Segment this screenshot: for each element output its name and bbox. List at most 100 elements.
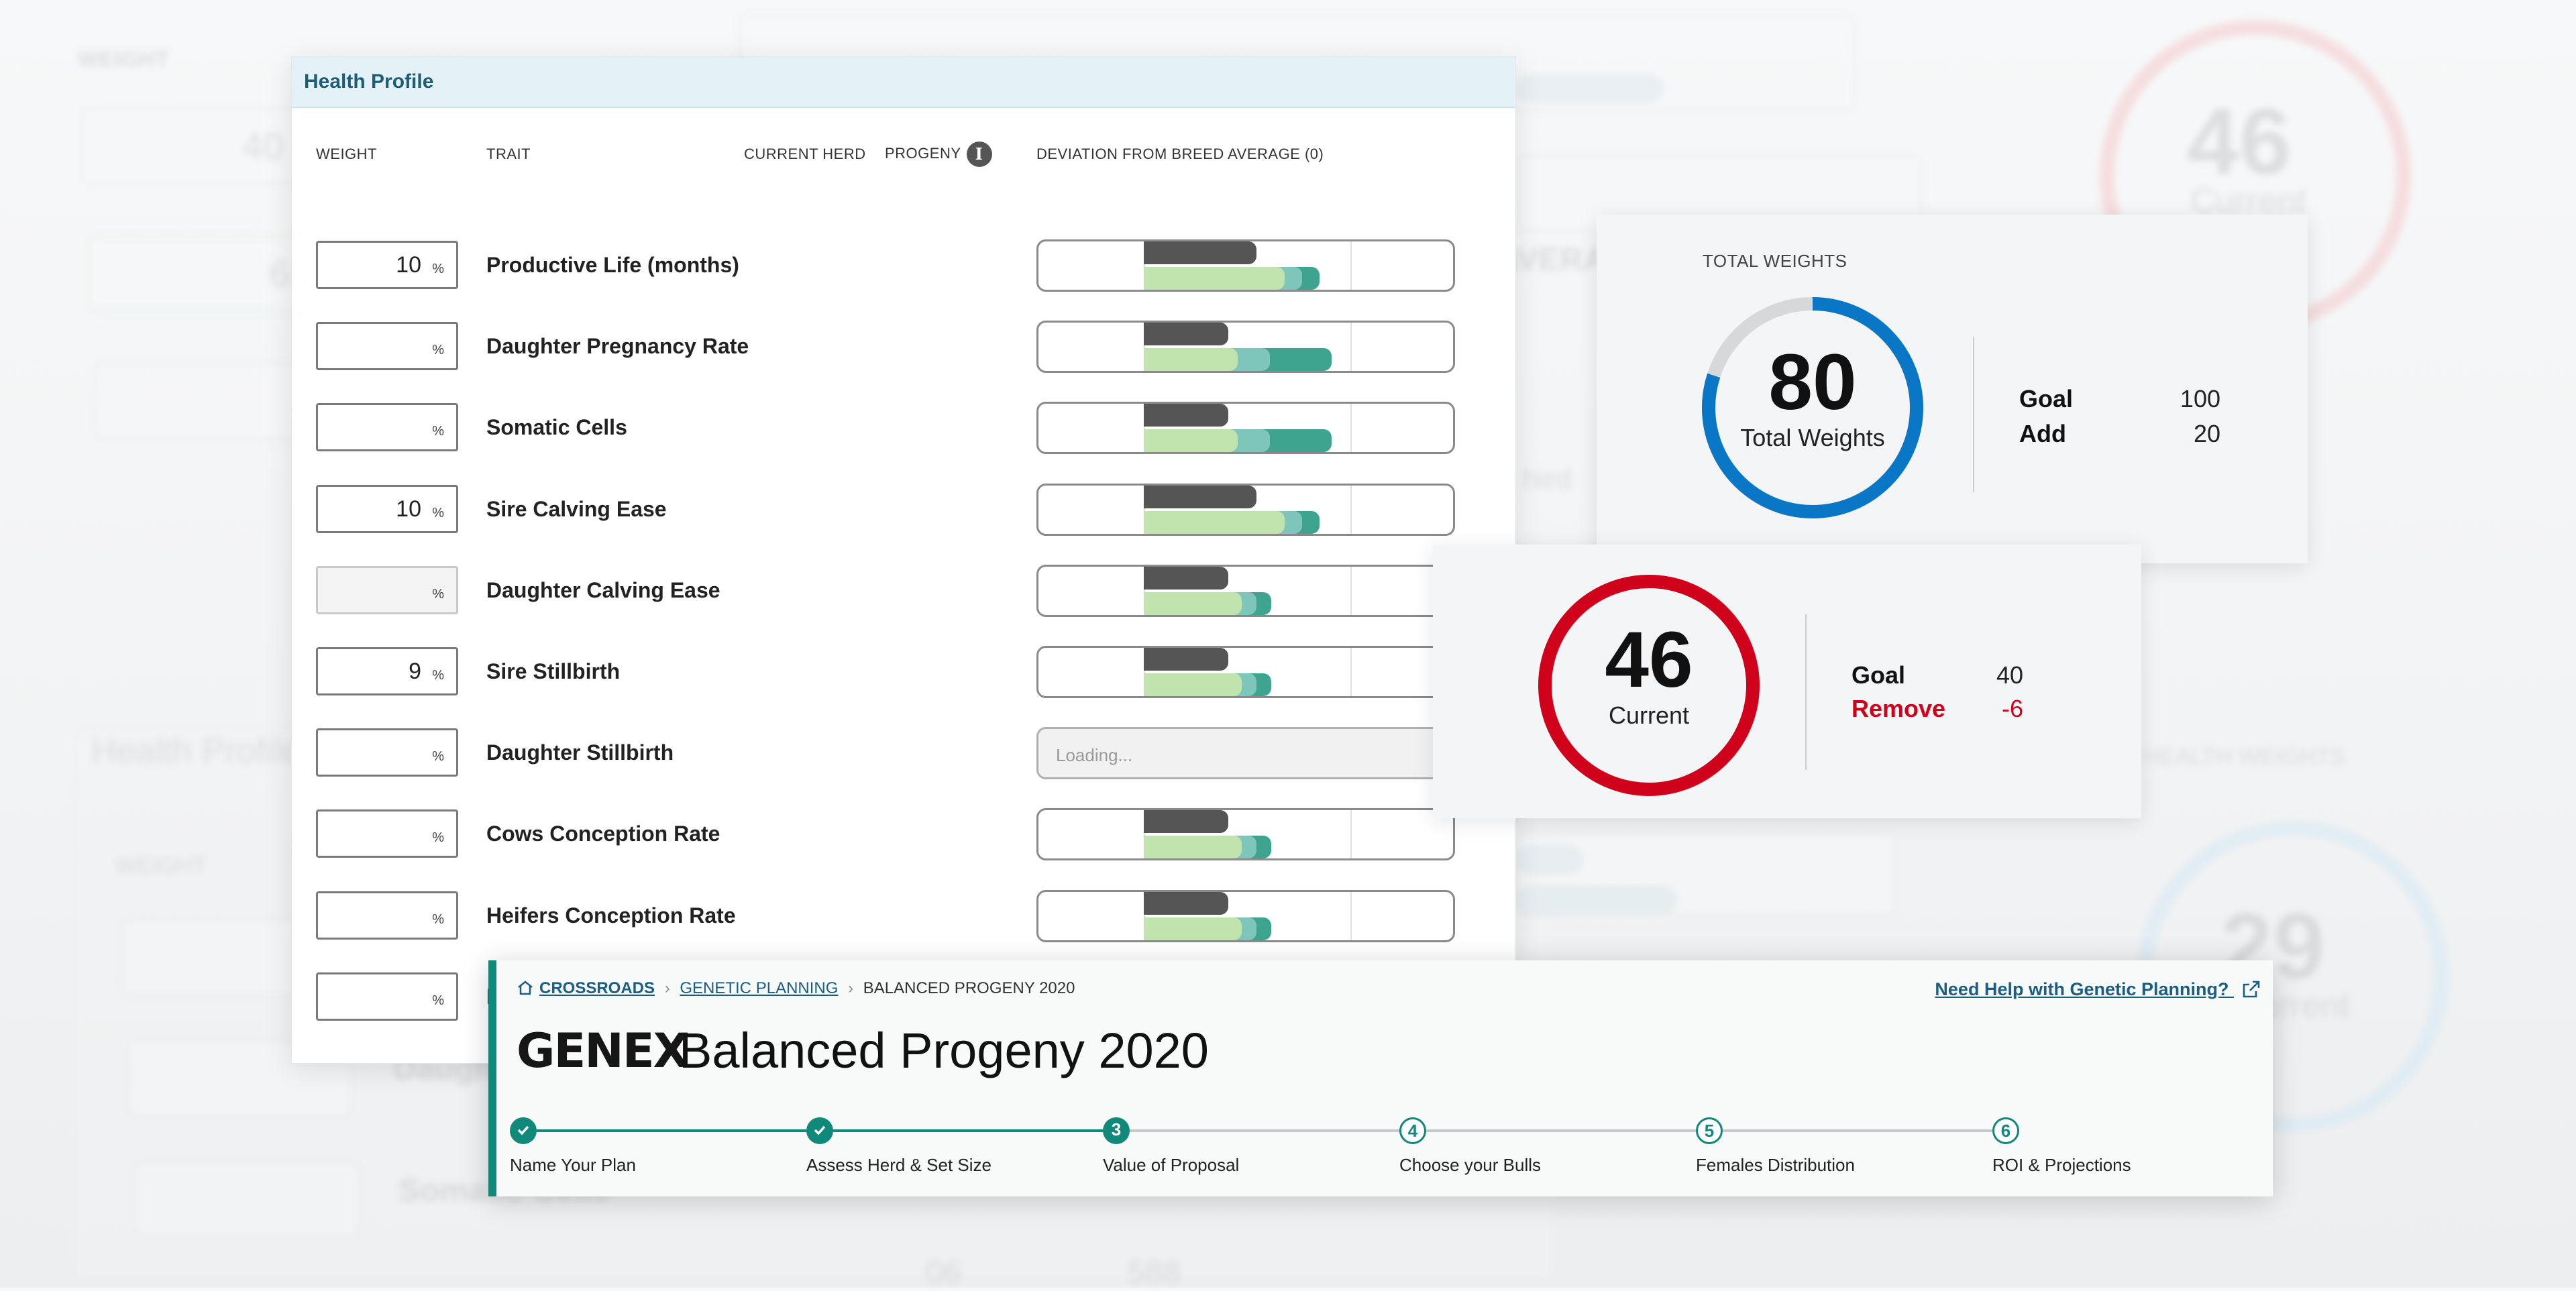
step-1-indicator[interactable] xyxy=(510,1117,537,1144)
trait-name: Daughter Calving Ease xyxy=(486,577,720,602)
current-goal-value: 40 xyxy=(1996,661,2023,689)
step-number: 6 xyxy=(2000,1121,2011,1141)
step-connector xyxy=(1426,1129,1696,1132)
progeny-bar xyxy=(1144,348,1238,372)
total-weights-divider xyxy=(1973,337,1974,492)
progeny-bar xyxy=(1144,429,1238,453)
trait-name: Sire Calving Ease xyxy=(486,496,667,521)
trait-name: Sire Stillbirth xyxy=(486,659,621,683)
step-connector xyxy=(1130,1129,1399,1132)
step-5-label[interactable]: Females Distribution xyxy=(1696,1155,1855,1175)
chevron-right-icon: › xyxy=(664,979,670,997)
deviation-chart xyxy=(1036,402,1455,455)
bg-bar-3 xyxy=(1516,885,1677,915)
current-card: 46 Current Goal 40 Remove -6 xyxy=(1433,545,2141,818)
herd-bar xyxy=(1144,241,1256,264)
step-2-label[interactable]: Assess Herd & Set Size xyxy=(806,1155,991,1175)
step-number: 4 xyxy=(1407,1121,1418,1141)
help-link-text[interactable]: Need Help with Genetic Planning? xyxy=(1935,979,2229,999)
percent-sign: % xyxy=(432,993,444,1008)
col-current-herd: CURRENT HERD xyxy=(744,146,866,162)
weight-input[interactable]: % xyxy=(316,891,458,940)
step-4-label[interactable]: Choose your Bulls xyxy=(1399,1155,1541,1175)
weight-input[interactable]: % xyxy=(316,809,458,858)
breadcrumb-crossroads[interactable]: CROSSROADS xyxy=(539,979,655,997)
weight-value[interactable]: 9 xyxy=(409,659,421,684)
weight-input[interactable]: % xyxy=(316,322,458,371)
info-icon[interactable]: i xyxy=(966,142,992,167)
plan-title: Balanced Progeny 2020 xyxy=(679,1023,1209,1078)
current-divider xyxy=(1805,614,1807,770)
progeny-bar xyxy=(1144,917,1242,940)
weight-input[interactable]: % xyxy=(316,728,458,777)
breadcrumb: CROSSROADS › GENETIC PLANNING › BALANCED… xyxy=(517,979,1075,998)
trait-name: Productive Life (months) xyxy=(486,253,739,277)
current-value: 46 xyxy=(1605,616,1693,704)
step-2-indicator[interactable] xyxy=(806,1117,833,1144)
percent-sign: % xyxy=(432,830,444,846)
total-weights-ring-progress xyxy=(1702,297,1923,518)
trait-row: %Cows Conception Rate5.4588 xyxy=(292,808,1515,916)
step-5-indicator[interactable]: 5 xyxy=(1696,1117,1723,1144)
help-link[interactable]: Need Help with Genetic Planning? xyxy=(1935,979,2261,1000)
chevron-right-icon: › xyxy=(848,979,854,997)
step-number: 5 xyxy=(1704,1121,1715,1141)
breadcrumb-genetic-planning[interactable]: GENETIC PLANNING xyxy=(680,979,839,997)
step-6-indicator[interactable]: 6 xyxy=(1992,1117,2019,1144)
progeny-bar xyxy=(1144,267,1285,290)
bg-weight-box: 40 xyxy=(80,107,326,185)
home-icon[interactable] xyxy=(517,980,534,996)
deviation-tick xyxy=(1144,404,1145,453)
deviation-tick xyxy=(1144,241,1145,290)
weight-input[interactable]: % xyxy=(316,565,458,614)
trait-row: %Somatic Cells2.8588 xyxy=(292,402,1515,510)
herd-bar xyxy=(1144,566,1228,590)
weight-value[interactable]: 10 xyxy=(396,252,421,278)
external-link-icon[interactable] xyxy=(2242,980,2261,999)
deviation-tick xyxy=(1350,323,1352,372)
herd-bar xyxy=(1144,404,1228,427)
bg-weight-value: 40 xyxy=(241,125,284,167)
bg-ring-top-value: 46 xyxy=(2187,89,2292,194)
step-3-indicator[interactable]: 3 xyxy=(1103,1117,1130,1144)
bg-bottom-a: 06 xyxy=(926,1255,962,1290)
trait-name: Cows Conception Rate xyxy=(486,822,720,846)
step-4-indicator[interactable]: 4 xyxy=(1399,1117,1426,1144)
deviation-tick xyxy=(1144,648,1145,696)
deviation-tick xyxy=(1350,810,1352,859)
deviation-tick xyxy=(1350,241,1352,290)
deviation-tick xyxy=(1350,485,1352,534)
weight-input[interactable]: % xyxy=(316,403,458,452)
bg-weight-label-2: WEIGHT xyxy=(115,853,207,879)
weight-input[interactable]: 10% xyxy=(316,484,458,533)
tw-goal-value: 100 xyxy=(2180,385,2220,412)
trait-name: Daughter Stillbirth xyxy=(486,740,674,765)
herd-bar xyxy=(1144,891,1228,915)
bg-third: hird xyxy=(1523,463,1572,496)
current-remove-value: -6 xyxy=(2001,695,2023,722)
trait-name: Somatic Cells xyxy=(486,415,627,440)
bg-bottom-b: 588 xyxy=(1127,1255,1181,1290)
weight-input[interactable]: 10% xyxy=(316,241,458,289)
weight-value[interactable]: 10 xyxy=(396,496,421,522)
deviation-chart xyxy=(1036,646,1455,698)
deviation-tick xyxy=(1350,648,1352,696)
deviation-chart xyxy=(1036,808,1455,861)
deviation-chart xyxy=(1036,564,1455,617)
col-trait: TRAIT xyxy=(486,146,531,162)
percent-sign: % xyxy=(432,424,444,439)
trait-row: 10%Sire Calving Ease6.5588 xyxy=(292,483,1515,592)
deviation-tick xyxy=(1144,566,1145,615)
total-weights-ring xyxy=(1702,297,1923,518)
progeny-bar xyxy=(1144,510,1285,534)
step-connector xyxy=(537,1129,806,1132)
weight-input[interactable]: 9% xyxy=(316,647,458,695)
step-1-label[interactable]: Name Your Plan xyxy=(510,1155,636,1175)
step-6-label[interactable]: ROI & Projections xyxy=(1992,1155,2131,1175)
weight-input[interactable]: % xyxy=(316,972,458,1021)
deviation-chart xyxy=(1036,239,1455,292)
tw-add-value: 20 xyxy=(2193,420,2220,447)
step-3-label[interactable]: Value of Proposal xyxy=(1103,1155,1240,1175)
deviation-tick xyxy=(1350,566,1352,615)
